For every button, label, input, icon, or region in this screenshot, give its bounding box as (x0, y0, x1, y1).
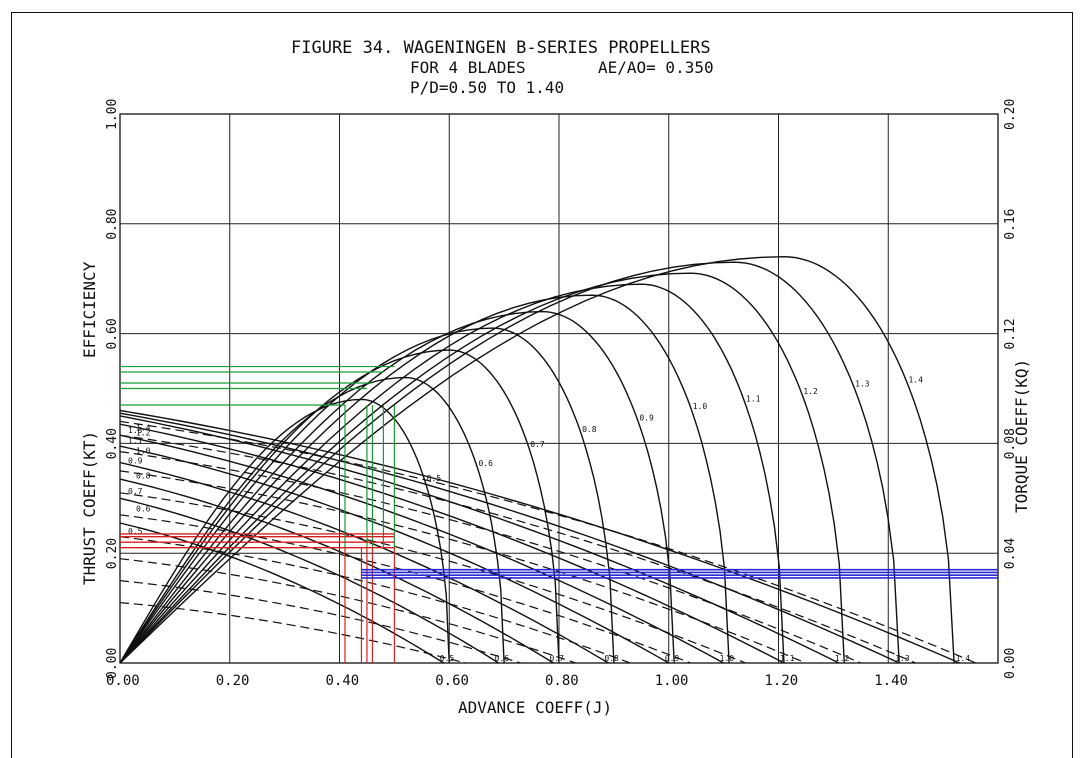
pd-label-bottom: 1.3 (895, 654, 910, 663)
x-tick-label: 1.00 (655, 673, 689, 689)
pd-label-efficiency: 0.7 (530, 440, 545, 449)
kq-curve (119, 451, 862, 664)
y-axis-label-torque: TORQUE COEFF(KQ) (1012, 359, 1031, 513)
pd-label-kt: 0.6 (136, 504, 151, 513)
figure-frame: FIGURE 34. WAGENINGEN B-SERIES PROPELLER… (11, 12, 1073, 758)
efficiency-curve (119, 261, 900, 664)
pd-label-kt: 1.4 (136, 424, 151, 433)
axes: ADVANCE COEFF(J) THRUST COEFF(KT) EFFICI… (80, 261, 1031, 717)
efficiency-curve (119, 398, 450, 664)
kq-curve (119, 558, 576, 664)
y-tick-label-left: 0.80 (105, 208, 120, 239)
x-tick-label: 0.80 (545, 673, 579, 689)
kq-curve (119, 492, 746, 664)
y-tick-label-left: 0.40 (105, 428, 120, 459)
y-tick-label-right: 0.00 (1003, 648, 1018, 679)
x-tick-label: 1.40 (874, 673, 908, 689)
kt-curve (119, 409, 960, 664)
tick-labels: 0.00 0.20 0.40 0.60 0.80 1.00 1.20 1.40 0.00 0.20… (105, 99, 1018, 689)
pd-label-kt: 0.7 (128, 487, 143, 496)
pd-label-bottom: 0.5 (440, 654, 455, 663)
y-tick-label-right: 0.04 (1003, 538, 1018, 569)
kq-curve (119, 434, 916, 664)
pd-label-efficiency: 0.5 (427, 474, 442, 483)
kt-curve (119, 522, 445, 664)
pd-label-efficiency: 1.1 (746, 395, 761, 404)
x-tick-label: 0.00 (106, 673, 140, 689)
pd-label-kt: 0.8 (136, 472, 151, 481)
x-tick-label: 1.20 (765, 673, 799, 689)
x-tick-label: 0.40 (326, 673, 360, 689)
efficiency-curve (119, 310, 675, 664)
efficiency-curve (119, 255, 955, 664)
efficiency-curve (119, 327, 615, 664)
efficiency-curve (119, 283, 785, 664)
efficiency-curve (119, 349, 560, 664)
y-tick-label-left: 1.00 (105, 99, 120, 130)
y-tick-label-left: 0.00 (105, 648, 120, 679)
kq-curve (119, 470, 807, 664)
efficiency-curve (119, 294, 730, 664)
kt-curve (119, 423, 785, 664)
pd-label-bottom: 0.9 (665, 654, 680, 663)
pd-label-efficiency: 1.2 (803, 387, 818, 396)
y-axis-label-efficiency: EFFICIENCY (80, 261, 99, 358)
kt-curve (119, 434, 724, 664)
pd-label-kt: 0.5 (128, 527, 143, 536)
y-axis-label-thrust: THRUST COEFF(KT) (80, 431, 99, 585)
kt-curve (119, 412, 900, 664)
chart: FIGURE 34. WAGENINGEN B-SERIES PROPELLER… (80, 38, 1031, 717)
kt-curve (119, 497, 499, 664)
kt-curve (119, 478, 554, 664)
pd-label-efficiency: 1.3 (855, 379, 870, 388)
pd-label-kt: 0.9 (128, 456, 143, 465)
pd-label-bottom: 0.6 (495, 654, 510, 663)
pd-label-efficiency: 0.9 (639, 414, 654, 423)
kq-curve (119, 536, 631, 664)
pd-label-bottom: 0.8 (604, 654, 619, 663)
pd-label-bottom: 1.0 (720, 654, 735, 663)
chart-title: FIGURE 34. WAGENINGEN B-SERIES PROPELLER… (291, 38, 714, 97)
kt-curve (119, 415, 840, 664)
x-axis-label: ADVANCE COEFF(J) (458, 698, 612, 717)
pd-label-bottom: 0.7 (550, 654, 565, 663)
kq-curve (119, 420, 977, 664)
pd-label-bottom: 1.2 (835, 654, 850, 663)
title-line-2b: AE/AO= 0.350 (598, 58, 714, 77)
overlay-lines (120, 365, 998, 663)
pd-label-efficiency: 0.6 (478, 459, 493, 468)
x-tick-label: 0.60 (435, 673, 469, 689)
pd-label-kt: 1.2 (136, 429, 151, 438)
title-line-2a: FOR 4 BLADES (410, 58, 526, 77)
y-tick-label-left: 0.60 (105, 318, 120, 349)
pd-label-kt: 1.3 (128, 426, 143, 435)
kq-curve (119, 580, 521, 664)
y-tick-label-right: 0.16 (1003, 208, 1018, 239)
pd-label-efficiency: 1.0 (693, 402, 708, 411)
y-tick-label-left: 0.20 (105, 538, 120, 569)
efficiency-curve (119, 272, 845, 664)
pd-label-kt: 1.1 (128, 436, 143, 445)
title-line-3: P/D=0.50 TO 1.40 (410, 78, 564, 97)
curves: 0.5 0.5 0.5 0.6 0.6 0.6 0.7 0.7 0.7 0.8 0.8 0.8 0.9 0… (119, 255, 977, 664)
pd-label-efficiency: 1.4 (908, 376, 923, 385)
pd-label-efficiency: 0.8 (582, 425, 597, 434)
pd-label-bottom: 1.4 (956, 654, 971, 663)
pd-label-bottom: 1.1 (780, 654, 795, 663)
kt-curve (119, 461, 609, 664)
pd-label-kt: 1.0 (136, 446, 151, 455)
title-line-1: FIGURE 34. WAGENINGEN B-SERIES PROPELLER… (291, 38, 711, 58)
y-tick-label-right: 0.08 (1003, 428, 1018, 459)
x-tick-label: 0.20 (216, 673, 250, 689)
y-tick-label-right: 0.12 (1003, 318, 1018, 349)
y-tick-label-right: 0.20 (1003, 99, 1018, 130)
efficiency-curve (119, 376, 505, 664)
